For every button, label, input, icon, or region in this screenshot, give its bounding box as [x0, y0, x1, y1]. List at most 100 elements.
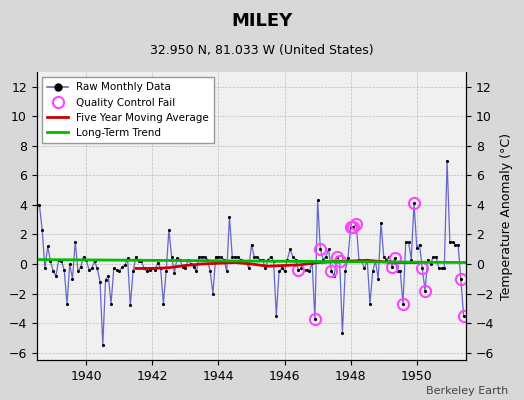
Point: [88, 265, 96, 272]
Point: [460, 312, 468, 319]
Point: [440, 265, 449, 272]
Point: [333, 254, 341, 260]
Point: [126, 302, 135, 308]
Point: [361, 265, 369, 272]
Point: [366, 301, 374, 307]
Point: [112, 267, 121, 273]
Point: [438, 265, 446, 272]
Point: [418, 265, 427, 272]
Point: [162, 268, 170, 274]
Point: [410, 200, 418, 207]
Point: [165, 227, 173, 233]
Point: [330, 273, 339, 279]
Point: [35, 202, 43, 208]
Point: [256, 256, 264, 263]
Point: [206, 268, 214, 274]
Point: [432, 254, 440, 260]
Point: [79, 254, 88, 260]
Point: [43, 243, 52, 250]
Point: [357, 258, 366, 264]
Point: [313, 197, 322, 204]
Point: [305, 268, 313, 274]
Point: [85, 267, 93, 273]
Point: [140, 265, 148, 272]
Point: [401, 239, 410, 245]
Point: [107, 301, 115, 307]
Point: [146, 267, 154, 273]
Point: [201, 254, 209, 260]
Point: [60, 267, 69, 273]
Point: [377, 220, 385, 226]
Point: [159, 301, 168, 307]
Point: [302, 267, 311, 273]
Point: [57, 258, 66, 264]
Point: [349, 224, 357, 230]
Point: [239, 258, 247, 264]
Point: [346, 224, 355, 230]
Legend: Raw Monthly Data, Quality Control Fail, Five Year Moving Average, Long-Term Tren: Raw Monthly Data, Quality Control Fail, …: [42, 77, 214, 143]
Point: [96, 278, 104, 285]
Text: 32.950 N, 81.033 W (United States): 32.950 N, 81.033 W (United States): [150, 44, 374, 57]
Point: [338, 330, 346, 337]
Point: [272, 312, 280, 319]
Point: [253, 254, 261, 260]
Point: [195, 254, 203, 260]
Point: [416, 242, 424, 248]
Point: [289, 254, 297, 260]
Point: [267, 254, 275, 260]
Point: [261, 265, 269, 272]
Point: [168, 254, 176, 260]
Point: [110, 265, 118, 272]
Point: [99, 342, 107, 348]
Point: [54, 256, 63, 263]
Point: [247, 242, 256, 248]
Point: [311, 316, 319, 322]
Point: [71, 239, 80, 245]
Point: [449, 239, 457, 245]
Text: Berkeley Earth: Berkeley Earth: [426, 386, 508, 396]
Point: [421, 287, 429, 294]
Point: [236, 256, 245, 263]
Point: [49, 268, 58, 274]
Point: [280, 268, 289, 274]
Point: [154, 259, 162, 266]
Point: [198, 254, 206, 260]
Point: [68, 276, 77, 282]
Point: [203, 256, 212, 263]
Point: [412, 244, 421, 251]
Point: [151, 267, 159, 273]
Point: [363, 256, 372, 263]
Point: [123, 255, 132, 261]
Point: [291, 256, 300, 263]
Point: [190, 264, 198, 270]
Point: [327, 268, 335, 274]
Point: [157, 265, 165, 272]
Point: [74, 268, 82, 274]
Point: [341, 268, 350, 274]
Point: [63, 301, 71, 307]
Point: [187, 261, 195, 267]
Point: [90, 258, 99, 264]
Point: [324, 246, 333, 252]
Point: [41, 265, 49, 272]
Point: [258, 256, 267, 263]
Point: [250, 254, 258, 260]
Point: [451, 242, 460, 248]
Point: [264, 256, 272, 263]
Point: [242, 258, 250, 264]
Point: [388, 264, 396, 270]
Point: [396, 268, 405, 274]
Point: [46, 258, 54, 264]
Point: [319, 256, 328, 263]
Point: [335, 258, 344, 264]
Point: [93, 265, 102, 272]
Point: [209, 290, 217, 297]
Point: [308, 259, 316, 266]
Point: [118, 264, 126, 270]
Point: [192, 268, 201, 274]
Point: [52, 273, 60, 279]
Point: [278, 265, 286, 272]
Point: [423, 256, 432, 263]
Point: [443, 158, 451, 164]
Point: [129, 268, 137, 274]
